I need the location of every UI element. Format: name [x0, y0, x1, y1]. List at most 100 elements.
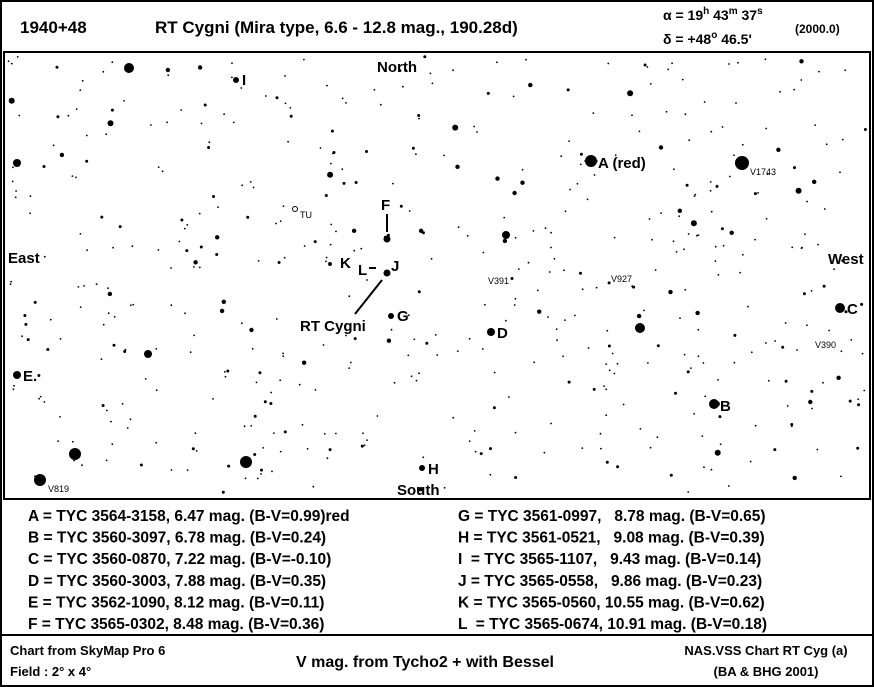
background-star — [155, 441, 158, 444]
background-star — [857, 398, 860, 401]
background-star — [764, 58, 767, 61]
background-star — [129, 418, 132, 421]
background-star — [784, 322, 787, 324]
background-star — [365, 150, 368, 153]
background-star — [675, 251, 678, 253]
background-star — [791, 246, 794, 249]
background-star — [587, 347, 590, 349]
background-star — [289, 114, 293, 118]
background-star — [193, 266, 195, 268]
background-star — [556, 339, 558, 342]
background-star — [411, 146, 415, 150]
background-star — [550, 246, 552, 249]
background-star — [786, 405, 789, 407]
background-star — [753, 192, 757, 196]
direction-label: West — [828, 251, 864, 268]
background-star — [253, 453, 257, 456]
background-star — [198, 266, 201, 269]
comparison-star-legend: A = TYC 3564-3158, 6.47 mag. (B-V=0.99)r… — [28, 508, 767, 633]
background-star — [360, 247, 363, 250]
background-star — [12, 166, 14, 169]
background-star — [341, 168, 344, 171]
background-star — [139, 463, 143, 467]
background-star — [102, 323, 105, 326]
background-star — [784, 379, 788, 383]
background-star — [656, 436, 659, 439]
background-star — [605, 388, 608, 391]
background-star — [502, 238, 508, 244]
background-star — [386, 338, 392, 343]
background-star — [493, 371, 496, 374]
background-star — [774, 340, 776, 342]
background-star — [335, 432, 337, 435]
background-star — [702, 362, 705, 364]
background-star — [466, 234, 469, 237]
background-star — [605, 414, 608, 417]
footer-text: V mag. from Tycho2 + with Bessel — [296, 654, 554, 671]
background-star — [366, 279, 368, 281]
background-star — [616, 362, 619, 365]
background-star — [107, 291, 113, 297]
declination: δ = +48o 46.5' — [663, 30, 752, 47]
background-star — [841, 138, 844, 141]
background-star — [100, 215, 104, 219]
background-star — [221, 490, 225, 494]
legend-entry: H = TYC 3561-0521, 9.08 mag. (B-V=0.39) — [458, 530, 765, 547]
background-star — [679, 317, 681, 319]
background-star — [249, 327, 254, 333]
star — [487, 328, 495, 336]
background-star — [452, 69, 454, 72]
background-star — [686, 370, 690, 374]
background-star — [272, 432, 275, 434]
background-star — [7, 60, 10, 63]
background-star — [651, 238, 653, 241]
background-star — [860, 302, 864, 306]
background-star — [599, 432, 602, 435]
background-star — [284, 75, 286, 77]
background-star — [231, 76, 233, 79]
background-star — [474, 450, 477, 453]
direction-label: East — [8, 250, 40, 267]
background-star — [75, 108, 78, 110]
background-star — [638, 130, 641, 133]
background-star — [452, 124, 459, 131]
dec-part: δ = +48 — [663, 31, 711, 47]
background-star — [553, 257, 556, 260]
background-star — [132, 303, 135, 306]
background-star — [244, 477, 247, 480]
background-star — [203, 103, 207, 107]
star-label: J — [391, 258, 399, 275]
background-star — [217, 206, 219, 209]
background-star — [646, 66, 649, 68]
background-star — [111, 61, 114, 64]
background-star — [836, 375, 841, 380]
star-label: B — [720, 398, 731, 415]
background-star — [814, 124, 817, 126]
background-star — [857, 403, 861, 407]
background-star — [496, 61, 498, 64]
background-star — [322, 344, 325, 346]
background-star — [243, 425, 246, 428]
footer-text: (BA & BHG 2001) — [714, 664, 819, 679]
background-star — [684, 288, 687, 291]
background-star — [23, 314, 27, 317]
background-star — [314, 389, 317, 391]
background-star — [766, 173, 769, 176]
background-star — [111, 443, 114, 446]
background-star — [326, 84, 328, 87]
background-star — [576, 182, 579, 185]
background-star — [648, 218, 651, 220]
background-star — [170, 304, 173, 307]
background-star — [332, 152, 334, 155]
background-star — [348, 266, 351, 268]
star — [388, 313, 394, 319]
background-star — [687, 233, 690, 235]
background-star — [685, 183, 689, 187]
background-star — [719, 443, 722, 446]
background-star — [118, 225, 122, 229]
background-star — [330, 223, 333, 226]
legend-entry: K = TYC 3565-0560, 10.55 mag. (B-V=0.62) — [458, 594, 765, 611]
background-star — [776, 147, 781, 152]
background-star — [537, 309, 542, 314]
background-star — [722, 244, 725, 247]
